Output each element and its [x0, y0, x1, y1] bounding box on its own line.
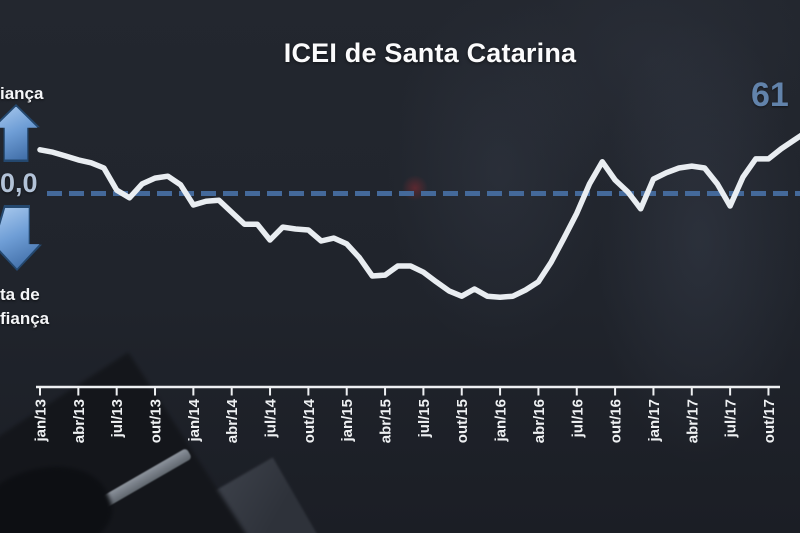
chart-title: ICEI de Santa Catarina: [283, 38, 577, 68]
x-tick-label: out/14: [301, 398, 318, 443]
x-tick-label: out/16: [608, 399, 625, 443]
icei-series-line: [37, 132, 800, 300]
confidence-label-fragment: iança: [0, 84, 44, 103]
x-tick-label: jul/16: [569, 399, 586, 438]
x-tick-label: jan/16: [493, 399, 510, 443]
x-tick-label: jul/14: [263, 398, 280, 438]
lack-confidence-label-fragment-2: fiança: [0, 309, 50, 328]
x-axis-ticks: [39, 387, 770, 396]
x-tick-label: jan/15: [339, 399, 356, 443]
x-tick-label: out/17: [761, 399, 778, 443]
x-tick-label: abr/13: [71, 399, 88, 443]
reference-value-label: 0,0: [0, 168, 38, 198]
x-tick-label: jan/17: [646, 399, 663, 443]
lack-confidence-down-arrow-icon: [0, 205, 42, 271]
x-tick-label: jul/15: [416, 399, 433, 438]
x-tick-label: jul/17: [723, 399, 740, 438]
x-tick-label: abr/17: [684, 399, 701, 443]
lack-confidence-label-fragment-1: ta de: [0, 285, 40, 304]
confidence-up-arrow-icon: [0, 104, 40, 162]
x-tick-label: jan/13: [33, 399, 50, 443]
latest-value-label: 61: [751, 76, 789, 114]
x-tick-label: abr/14: [224, 398, 241, 443]
x-tick-label: abr/15: [378, 399, 395, 443]
x-tick-label: jan/14: [186, 398, 203, 442]
arrow-down-fill: [0, 207, 40, 269]
x-tick-label: out/15: [454, 399, 471, 443]
x-axis-labels: jan/13 abr/13 jul/13 out/13 jan/14 abr/14 jul/…: [33, 398, 778, 443]
x-tick-label: out/13: [148, 399, 165, 443]
x-tick-label: jul/13: [109, 399, 126, 438]
x-tick-label: abr/16: [531, 399, 548, 443]
